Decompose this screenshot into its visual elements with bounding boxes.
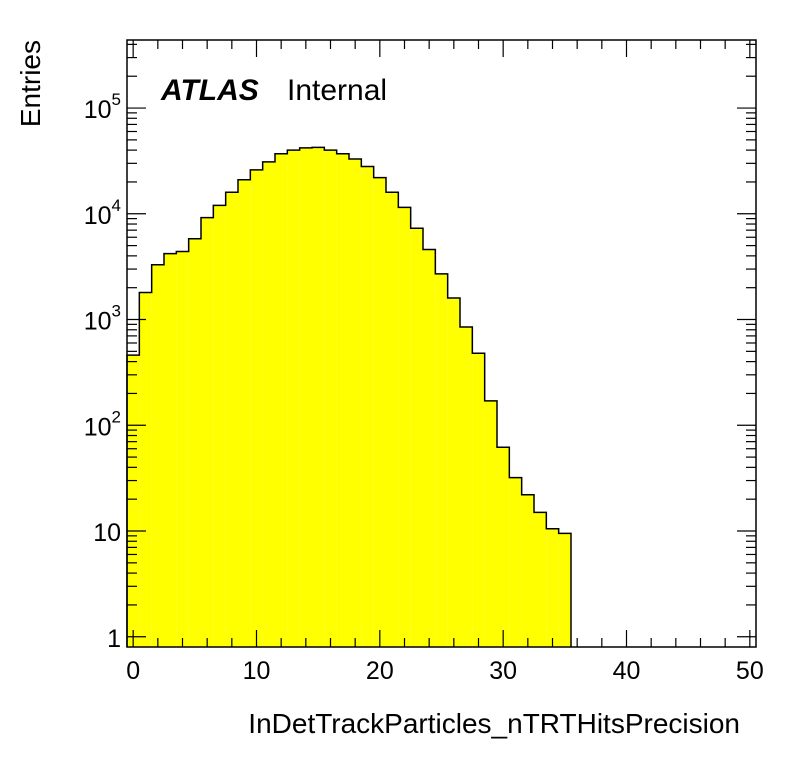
histogram-bin <box>287 150 300 647</box>
histogram-bars <box>126 146 572 648</box>
histogram-bin <box>435 273 448 647</box>
histogram-bin <box>225 192 238 648</box>
histogram-bin <box>262 161 275 647</box>
histogram-bin <box>164 253 177 647</box>
histogram-bin <box>423 249 436 647</box>
histogram-bin <box>188 238 201 648</box>
y-tick-label: 103 <box>84 302 121 336</box>
y-tick-base: 10 <box>84 202 112 230</box>
y-tick-label: 1 <box>107 625 121 653</box>
y-axis-title: Entries <box>15 40 46 127</box>
histogram-bin <box>250 169 263 647</box>
y-tick-exponent: 5 <box>112 90 121 109</box>
y-tick-label: 10 <box>93 519 121 547</box>
histogram-bin <box>139 292 152 647</box>
x-tick-label: 40 <box>613 657 641 685</box>
histogram-bin <box>484 400 497 647</box>
atlas-label: ATLAS <box>160 74 259 107</box>
x-axis-title: InDetTrackParticles_nTRTHitsPrecision <box>248 708 740 739</box>
x-tick-label: 10 <box>243 657 271 685</box>
plot-frame <box>126 39 757 648</box>
y-tick-exponent: 4 <box>112 196 121 215</box>
histogram-bin <box>546 528 559 647</box>
histogram-bin <box>373 177 386 647</box>
histogram-bin <box>238 179 251 647</box>
histogram-bin <box>558 533 571 647</box>
y-tick-label: 104 <box>84 196 121 230</box>
y-tick-base: 10 <box>93 519 121 547</box>
histogram-bin <box>176 251 189 647</box>
y-tick-base: 10 <box>84 308 112 336</box>
histogram-bin <box>386 192 399 648</box>
y-tick-exponent: 2 <box>112 407 121 426</box>
y-tick-label: 102 <box>84 407 121 441</box>
x-tick-label: 20 <box>366 657 394 685</box>
histogram-bin <box>127 355 140 647</box>
y-tick-base: 10 <box>84 413 112 441</box>
histogram-bin <box>398 207 411 647</box>
histogram-bin <box>349 158 362 647</box>
axis-ticks <box>127 40 756 647</box>
histogram-outline <box>126 146 572 647</box>
x-tick-label: 0 <box>126 657 140 685</box>
histogram-bin <box>275 153 288 648</box>
y-tick-base: 10 <box>84 96 112 124</box>
histogram-bin <box>521 494 534 647</box>
histogram-bin <box>312 147 325 647</box>
y-tick-exponent: 3 <box>112 302 121 321</box>
histogram-bin <box>361 166 374 647</box>
histogram-bin <box>201 217 214 647</box>
internal-label: Internal <box>287 74 387 107</box>
histogram-bin <box>472 353 485 647</box>
histogram-bin <box>509 477 522 647</box>
histogram-bin <box>336 153 349 648</box>
histogram-bin <box>497 447 510 647</box>
x-tick-labels: 0 10 20 30 40 50 <box>126 657 764 685</box>
histogram-bin <box>324 150 337 647</box>
histogram-bin <box>447 297 460 647</box>
y-tick-label: 105 <box>84 90 121 124</box>
histogram-bin <box>410 228 423 647</box>
x-tick-label: 30 <box>489 657 517 685</box>
histogram-bin <box>151 264 164 647</box>
histogram-bin <box>299 147 312 648</box>
x-tick-label: 50 <box>736 657 764 685</box>
histogram-bin <box>460 326 473 647</box>
histogram-bin <box>213 205 226 647</box>
histogram-bin <box>534 512 547 647</box>
y-tick-base: 1 <box>107 625 121 653</box>
